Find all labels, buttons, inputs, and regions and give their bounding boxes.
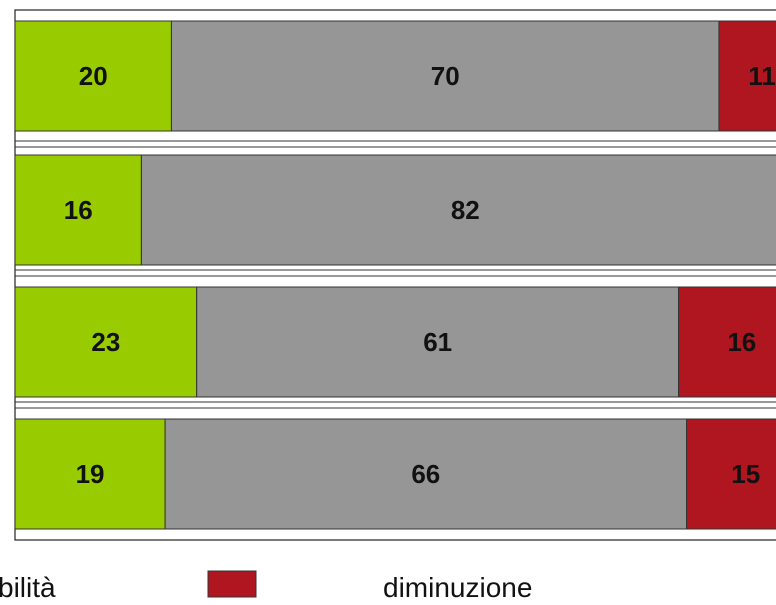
bar-data-label: 23 xyxy=(91,327,120,357)
legend-label: diminuzione xyxy=(383,572,532,603)
bar-segment xyxy=(14,286,198,398)
legend-label: bilità xyxy=(0,572,56,603)
bar-data-label: 61 xyxy=(423,327,452,357)
bar-data-label: 11 xyxy=(748,61,776,91)
bar-segment xyxy=(196,286,680,398)
bar-segment xyxy=(686,418,776,530)
bar-data-label: 20 xyxy=(79,61,108,91)
plot-frame xyxy=(14,9,776,541)
bars-group: 20 70 11 16 82 23 61 16 19 66 15 xyxy=(14,20,776,530)
bar-data-label: 16 xyxy=(64,195,93,225)
bar-segment xyxy=(14,154,142,266)
bar-data-label: 15 xyxy=(731,459,760,489)
bar-data-label: 66 xyxy=(411,459,440,489)
bar-segment xyxy=(164,418,688,530)
bar-data-label: 19 xyxy=(76,459,105,489)
bar-segment xyxy=(14,418,166,530)
bar-data-label: 16 xyxy=(727,327,756,357)
bar-segment xyxy=(14,20,172,132)
bar-segment xyxy=(678,286,776,398)
legend-swatch xyxy=(207,570,257,598)
bar-segment xyxy=(718,20,776,132)
bar-data-label: 82 xyxy=(451,195,480,225)
legend: bilità diminuzione xyxy=(0,570,532,603)
bar-segment xyxy=(140,154,776,266)
bar-data-label: 70 xyxy=(431,61,460,91)
bar-segment xyxy=(170,20,720,132)
